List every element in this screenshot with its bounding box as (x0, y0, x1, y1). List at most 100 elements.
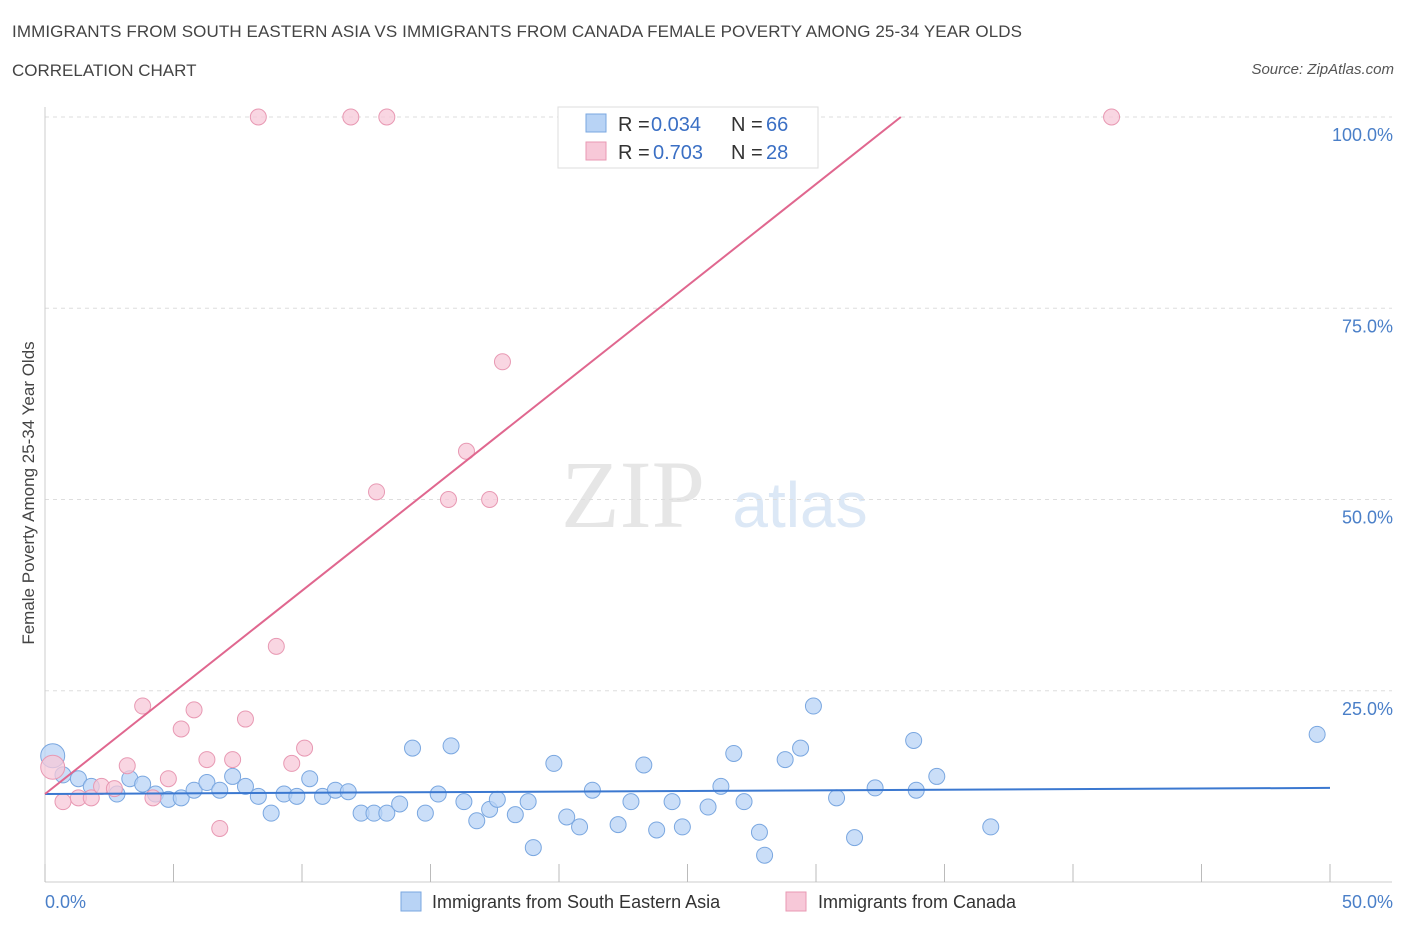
sea-data-point (198, 774, 216, 792)
sea-data-point (905, 731, 923, 749)
canada-data-point (378, 108, 396, 126)
stats-r-label-canada: R = (618, 142, 650, 164)
stats-n-value-sea: 66 (766, 114, 788, 136)
y-tick-label-100: 100.0% (1332, 125, 1393, 145)
x-tick-labels: 0.0% 50.0% (45, 892, 1393, 912)
canada-data-point (457, 442, 475, 460)
canada-data-point (144, 789, 162, 807)
sea-data-point (583, 781, 601, 799)
sea-data-point (804, 697, 822, 715)
canada-data-point (236, 710, 254, 728)
legend-label-sea: Immigrants from South Eastern Asia (432, 892, 721, 912)
sea-data-point (224, 767, 242, 785)
canada-data-point (1103, 108, 1121, 126)
y-tick-label-75: 75.0% (1342, 316, 1393, 336)
series-legend: Immigrants from South Eastern Asia Immig… (400, 891, 1017, 912)
watermark-atlas: atlas (732, 469, 867, 541)
stats-swatch-sea (585, 113, 607, 133)
watermark: ZIP atlas (561, 441, 868, 548)
canada-data-point (54, 793, 72, 811)
chart-title: IMMIGRANTS FROM SOUTH EASTERN ASIA VS IM… (12, 22, 1023, 41)
canada-data-point (342, 108, 360, 126)
sea-trend-line (44, 786, 1331, 796)
sea-data-point (558, 808, 576, 826)
sea-data-point (663, 793, 681, 811)
canada-data-point (211, 819, 229, 837)
canada-data-point (296, 739, 314, 757)
y-tick-label-50: 50.0% (1342, 508, 1393, 528)
sea-data-point (211, 781, 229, 799)
series-canada-points (40, 108, 1121, 837)
sea-data-point (828, 789, 846, 807)
sea-data-point (506, 806, 524, 824)
sea-data-point (609, 816, 627, 834)
sea-data-point (391, 795, 409, 813)
sea-data-point (750, 823, 768, 841)
canada-data-point (118, 757, 136, 775)
canada-data-point (105, 780, 123, 798)
legend-swatch-sea (400, 891, 422, 912)
trend-lines (44, 116, 1331, 796)
x-tick-label-min: 0.0% (45, 892, 86, 912)
grid-lines (45, 116, 1392, 692)
stats-legend: R = 0.034 N = 66 R = 0.703 N = 28 (557, 106, 819, 169)
sea-data-point (545, 754, 563, 772)
sea-data-point (416, 804, 434, 822)
sea-data-point (249, 787, 267, 805)
sea-data-point (648, 821, 666, 839)
sea-data-point (673, 818, 691, 836)
sea-data-point (866, 779, 884, 797)
sea-data-point (301, 770, 319, 788)
legend-label-canada: Immigrants from Canada (818, 892, 1017, 912)
sea-data-point (236, 777, 254, 795)
stats-swatch-canada (585, 141, 607, 161)
y-tick-labels: 100.0% 75.0% 50.0% 25.0% (1332, 125, 1393, 719)
sea-data-point (134, 775, 152, 793)
sea-data-point (635, 756, 653, 774)
canada-data-point (172, 720, 190, 738)
canada-data-point (185, 701, 203, 719)
sea-data-point (488, 790, 506, 808)
stats-r-value-canada: 0.703 (653, 142, 703, 164)
canada-data-point (283, 754, 301, 772)
sea-data-point (756, 846, 774, 864)
sea-data-point (468, 812, 486, 830)
sea-data-point (725, 744, 743, 762)
sea-data-point (735, 793, 753, 811)
canada-data-point (249, 108, 267, 126)
series-sea-points (40, 697, 1326, 864)
canada-data-point (159, 770, 177, 788)
stats-n-label-canada: N = (731, 142, 763, 164)
stats-n-label-sea: N = (731, 114, 763, 136)
sea-data-point (288, 787, 306, 805)
canada-data-point (40, 754, 66, 780)
sea-data-point (262, 804, 280, 822)
canada-data-point (134, 697, 152, 715)
canada-data-point (224, 751, 242, 769)
sea-data-point (524, 839, 542, 857)
canada-data-point (481, 491, 499, 508)
sea-data-point (69, 770, 87, 788)
y-tick-label-25: 25.0% (1342, 699, 1393, 719)
stats-r-value-sea: 0.034 (651, 114, 701, 136)
canada-data-point (267, 637, 285, 655)
sea-data-point (699, 798, 717, 816)
sea-data-point (712, 777, 730, 795)
stats-n-value-canada: 28 (766, 142, 788, 164)
sea-data-point (442, 737, 460, 755)
sea-data-point (519, 793, 537, 811)
axes (44, 107, 1392, 883)
sea-data-point (1308, 725, 1326, 743)
sea-data-point (622, 793, 640, 811)
sea-data-point (846, 829, 864, 847)
sea-data-point (776, 751, 794, 769)
watermark-zip: ZIP (561, 441, 705, 548)
sea-data-point (792, 739, 810, 757)
sea-data-point (404, 739, 422, 757)
x-tick-label-max: 50.0% (1342, 892, 1393, 912)
legend-swatch-canada (785, 891, 807, 912)
canada-trend-line (44, 116, 902, 795)
canada-data-point (493, 353, 511, 371)
sea-data-point (429, 785, 447, 803)
